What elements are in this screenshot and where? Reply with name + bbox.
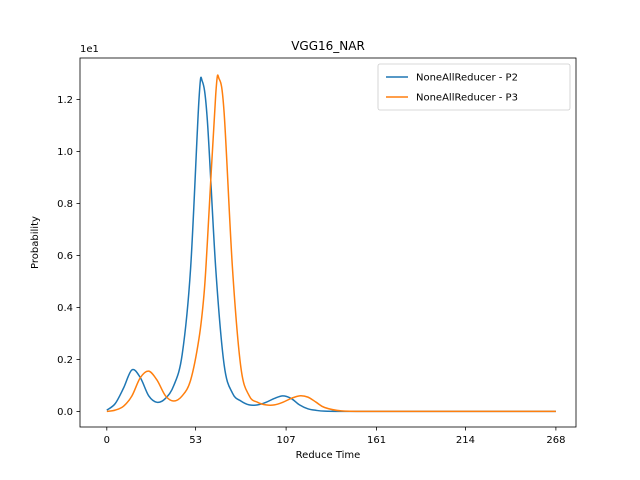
y-tick-label: 1.0 <box>57 147 73 158</box>
x-tick-label: 268 <box>546 435 565 446</box>
chart-title: VGG16_NAR <box>291 39 365 53</box>
x-axis-label: Reduce Time <box>296 450 361 461</box>
y-tick-label: 0.2 <box>57 355 73 366</box>
legend-entry: NoneAllReducer - P2 <box>416 73 518 84</box>
x-tick-label: 0 <box>104 435 110 446</box>
y-tick-label: 0.0 <box>57 407 73 418</box>
x-tick-label: 53 <box>189 435 202 446</box>
x-tick-label: 161 <box>367 435 386 446</box>
legend-box <box>377 63 571 111</box>
x-axis: 0 53 107 161 214 268 <box>104 427 565 446</box>
y-axis-offset-label: 1e1 <box>80 44 99 55</box>
y-tick-label: 0.8 <box>57 199 73 210</box>
legend-entry: NoneAllReducer - P3 <box>416 93 518 104</box>
y-axis: 0.0 0.2 0.4 0.6 0.8 1.0 1.2 <box>57 95 80 418</box>
y-tick-label: 0.4 <box>57 303 73 314</box>
plot-frame <box>79 57 577 428</box>
plot-lines <box>106 74 556 413</box>
series-line-p2 <box>106 76 556 413</box>
x-tick-label: 107 <box>277 435 296 446</box>
legend: NoneAllReducer - P2 NoneAllReducer - P3 <box>377 63 571 111</box>
series-line-p3 <box>106 74 556 413</box>
y-tick-label: 1.2 <box>57 95 73 106</box>
y-axis-label: Probability <box>30 216 41 269</box>
y-tick-label: 0.6 <box>57 251 73 262</box>
x-tick-label: 214 <box>456 435 475 446</box>
